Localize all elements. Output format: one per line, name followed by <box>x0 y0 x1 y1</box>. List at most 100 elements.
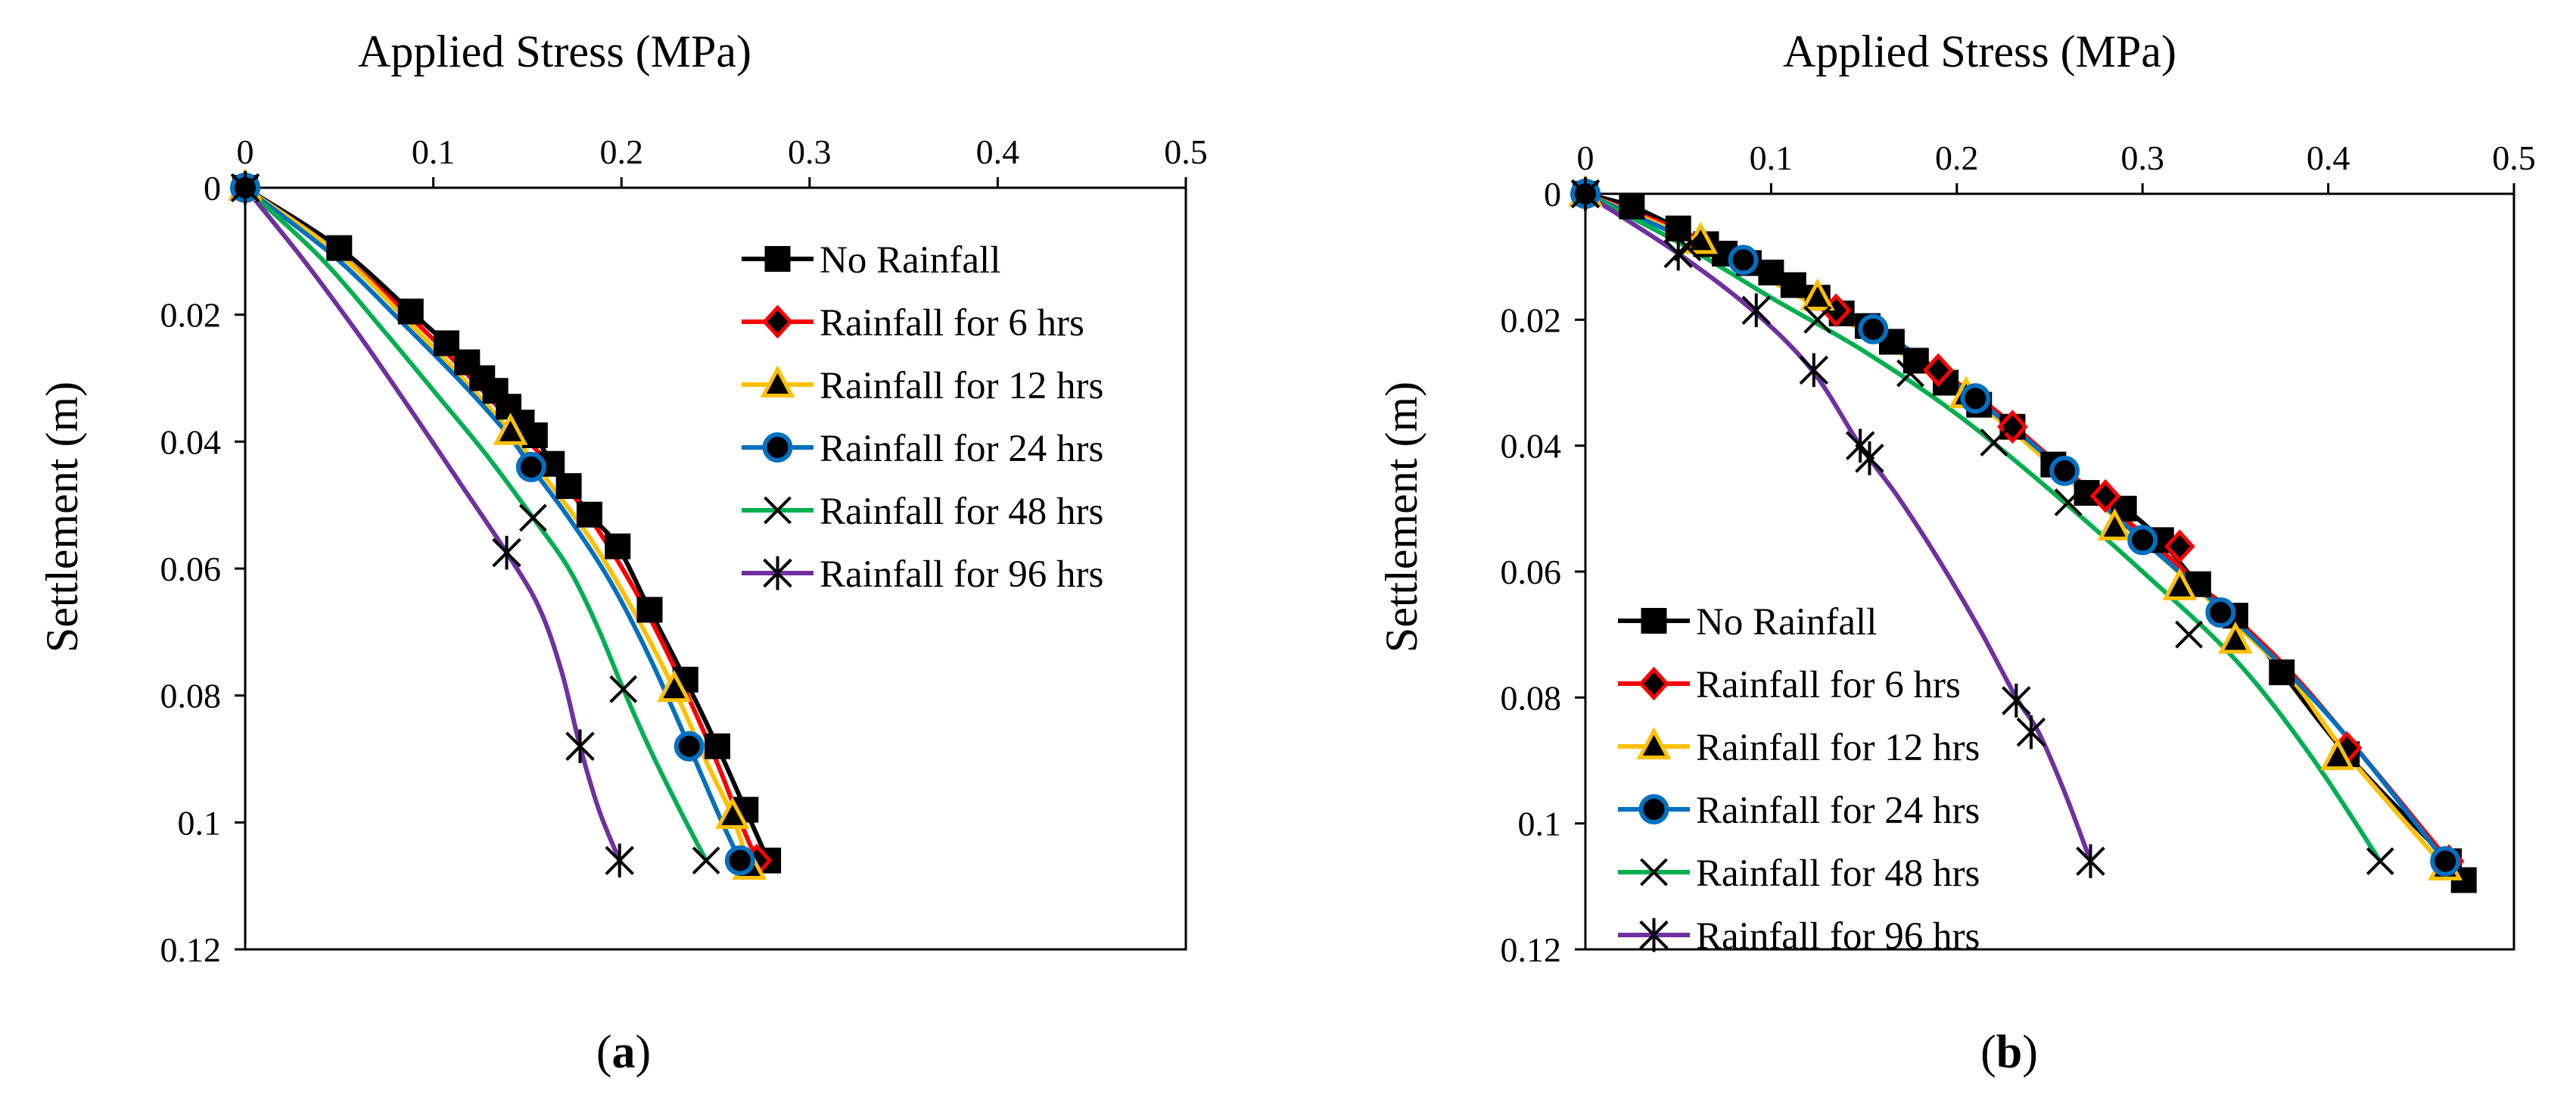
panel-b-legend-marker-1 <box>1638 666 1669 701</box>
panel-b-xaxis-title: Applied Stress (MPa) <box>1783 26 2176 76</box>
panel-b-series-line-4 <box>1583 192 2383 864</box>
panel-b-series-3-point <box>2205 597 2236 628</box>
panel-a-series-0-point <box>605 533 631 559</box>
panel-a-legend: No Rainfall Rainfall for 6 hrs Rainfall fo… <box>742 239 1103 596</box>
panel-b-caption-letter: b <box>1996 1027 2022 1078</box>
panel-b-legend-marker-4 <box>1640 858 1668 887</box>
panel-a-series-0-point <box>704 733 730 759</box>
panel-b-series-5-point <box>1799 353 1829 388</box>
panel-a-legend-label-3: Rainfall for 24 hrs <box>820 428 1103 470</box>
panel-b-series-4-point <box>2366 847 2394 875</box>
panel-b-xtick-label: 0.4 <box>2307 139 2350 177</box>
panel-b-series-1-point <box>1997 410 2028 444</box>
panel-b-series-2-point <box>2097 508 2133 541</box>
panel-b-legend-label-2: Rainfall for 12 hrs <box>1696 727 1980 769</box>
panel-a-ytick-label: 0.12 <box>160 930 222 969</box>
panel-b-series-0-point <box>2269 659 2295 686</box>
panel-a-ytick-label: 0.08 <box>160 677 222 715</box>
panel-a-ytick-label: 0.06 <box>160 550 222 588</box>
panel-b-series-4-point <box>1803 305 1832 334</box>
panel-a-series-3-point <box>724 845 755 876</box>
panel-b-series-4-point <box>1896 359 1924 388</box>
panel-b-series-line-0 <box>1583 192 2466 883</box>
panel-b-caption: (b) <box>1980 1027 2038 1078</box>
panel-a-series-line-3 <box>243 185 742 863</box>
panel-b-series-3-point <box>2049 455 2080 486</box>
panel-a-legend-label-1: Rainfall for 6 hrs <box>820 302 1084 344</box>
panel-a-series-3-point <box>674 731 705 762</box>
panel-b-series-3-point <box>1728 245 1759 276</box>
panel-b-series-2-point <box>2218 621 2253 654</box>
panel-a-legend-label-5: Rainfall for 96 hrs <box>820 553 1103 596</box>
panel-b-ytick-label: 0.06 <box>1501 553 1562 591</box>
panel-b-series-5-point <box>1741 293 1772 328</box>
panel-b-series-1-point <box>2089 478 2121 513</box>
panel-a-legend-label-0: No Rainfall <box>820 239 1000 282</box>
panel-a-series-0-point <box>397 298 424 325</box>
panel-a-xtick-label: 0.5 <box>1164 132 1208 171</box>
panel-a-legend-marker-0 <box>764 246 791 272</box>
panel-b-ytick-label: 0.1 <box>1518 805 1562 843</box>
panel-b-series-1-point <box>2164 529 2195 564</box>
panel-b-legend: No Rainfall Rainfall for 6 hrs Rainfall fo… <box>1618 601 1980 958</box>
panel-a-series-0-point <box>636 597 663 623</box>
panel-b-series-2-point <box>1800 278 1835 311</box>
panel-b-series-0-point <box>1780 272 1806 298</box>
panel-a-series-5-point <box>565 729 595 764</box>
panel-a-yaxis-title: Settlement (m) <box>37 382 87 653</box>
panel-b-series-3-point <box>2430 846 2461 877</box>
panel-b-series-3-point <box>1858 313 1889 344</box>
panel-b-legend-label-1: Rainfall for 6 hrs <box>1696 664 1961 706</box>
panel-a-xaxis-title: Applied Stress (MPa) <box>358 26 751 76</box>
panel-b-ytick-label: 0.02 <box>1501 301 1562 339</box>
panel-b-xtick-label: 0.2 <box>1935 139 1979 177</box>
panel-a-series-line-2 <box>243 185 752 869</box>
panel-a-series-3-point <box>515 451 546 482</box>
panel-b-series-1-point <box>1922 353 1954 388</box>
panel-b-xtick-label: 0.3 <box>2120 139 2164 177</box>
panel-a-series-4-point <box>692 846 720 875</box>
panel-b-yaxis-title: Settlement (m) <box>1377 382 1426 653</box>
panel-a-series-4-point <box>518 503 547 532</box>
panel-a-series-2-point <box>493 413 528 445</box>
panel-a-caption-letter: a <box>612 1027 636 1078</box>
panel-a-ytick-label: 0 <box>204 169 221 207</box>
panel-b-series-5-point <box>2002 684 2031 718</box>
panel-a-series-0-point <box>576 501 602 528</box>
panel-b-series-0-point <box>1619 193 1645 220</box>
panel-b-ytick-label: 0 <box>1544 175 1561 213</box>
panel-b-series-5-point <box>1663 236 1693 271</box>
panel-b-legend-label-3: Rainfall for 24 hrs <box>1696 790 1980 832</box>
panel-b-series-3-point <box>1960 383 1991 414</box>
panel-b-ytick-label: 0.08 <box>1501 678 1562 717</box>
panel-a-legend-marker-2 <box>760 365 795 397</box>
panel-a-ytick-label: 0.04 <box>160 422 222 461</box>
panel-a-xtick-label: 0.1 <box>412 132 456 171</box>
panel-b-series-2-point <box>2162 568 2198 600</box>
panel-b-chart: 0 0.1 0.2 0.3 0.4 0.5 0 0.02 0.04 0.06 0.08 0.1 0.12… <box>1377 26 2536 1078</box>
panel-a-series-0-point <box>326 235 353 261</box>
panel-a-xtick-label: 0.3 <box>788 132 832 171</box>
panel-b-series-4-point <box>2054 488 2083 516</box>
panel-b-series-3-point <box>2127 525 2158 556</box>
panel-a-series-5-point <box>230 170 260 205</box>
panel-b-xtick-label: 0.5 <box>2492 139 2536 177</box>
panel-b-series-5-point <box>2016 715 2046 750</box>
panel-b-series-2-point <box>2319 737 2355 771</box>
panel-b-legend-marker-3 <box>1638 794 1669 824</box>
panel-b-series-0-point <box>1758 259 1784 285</box>
panel-b-xtick-label: 0 <box>1577 139 1594 177</box>
panel-a-xtick-label: 0 <box>237 132 254 171</box>
panel-a-series-line-4 <box>243 185 709 863</box>
panel-b-series-4-point <box>2175 620 2203 649</box>
panel-a-series-line-5 <box>243 185 622 863</box>
panel-a-series-2-point <box>714 796 750 829</box>
panel-a-xtick-label: 0.2 <box>599 132 643 171</box>
panel-a-series-4-point <box>609 675 638 703</box>
panel-b-legend-marker-5 <box>1639 918 1669 952</box>
panel-b-plot-frame <box>1584 192 2515 951</box>
panel-a-ytick-label: 0.02 <box>160 296 222 335</box>
panel-b-ytick-label: 0.04 <box>1501 427 1562 466</box>
panel-a-series-5-point <box>492 535 521 570</box>
panel-a-xtick-label: 0.4 <box>976 132 1020 171</box>
